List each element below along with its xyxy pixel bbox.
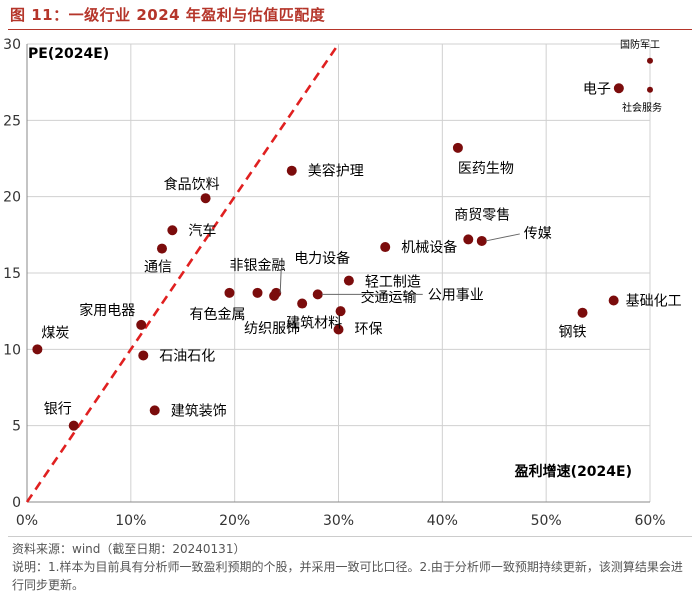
point-label: 食品饮料 xyxy=(164,176,220,193)
point-label: 社会服务 xyxy=(622,101,662,114)
x-tick-label: 60% xyxy=(634,513,665,529)
data-point xyxy=(136,319,147,330)
data-point xyxy=(149,405,160,416)
point-label: 交通运输 xyxy=(361,289,417,306)
data-point xyxy=(271,287,282,298)
point-label: 通信 xyxy=(144,260,172,276)
y-tick-label: 0 xyxy=(12,495,21,511)
x-tick-label: 20% xyxy=(219,513,250,529)
point-label: 石油石化 xyxy=(159,348,215,364)
data-point xyxy=(286,165,297,176)
data-point xyxy=(252,287,263,298)
point-label: 钢铁 xyxy=(559,325,587,341)
y-tick-label: 30 xyxy=(3,37,21,53)
point-label: 美容护理 xyxy=(308,163,364,180)
data-point xyxy=(156,243,167,254)
data-point xyxy=(312,289,323,300)
point-label: 建筑材料 xyxy=(286,316,342,332)
point-label: 机械设备 xyxy=(401,239,457,256)
point-label: 传媒 xyxy=(524,226,552,242)
point-label: 公用事业 xyxy=(428,287,484,303)
data-point xyxy=(32,344,43,355)
point-label: 环保 xyxy=(355,321,383,337)
source-text: 资料来源：wind（截至日期：20240131） xyxy=(12,542,246,556)
grid-layer xyxy=(27,43,651,502)
point-label: 纺织服饰 xyxy=(244,321,300,337)
data-point xyxy=(608,295,619,306)
data-point xyxy=(333,324,344,335)
point-label: 商贸零售 xyxy=(454,207,510,223)
x-tick-label: 0% xyxy=(16,513,38,529)
point-label: 电力设备 xyxy=(294,250,350,267)
data-point xyxy=(476,235,487,246)
data-point xyxy=(224,287,235,298)
data-point xyxy=(452,142,463,153)
title-rule xyxy=(8,29,692,30)
point-label: 医药生物 xyxy=(458,161,514,177)
data-point xyxy=(167,225,178,236)
point-label: 有色金属 xyxy=(189,306,245,323)
y-tick-label: 20 xyxy=(3,190,21,206)
x-axis-label: 盈利增速(2024E) xyxy=(514,463,632,480)
x-tick-label: 50% xyxy=(531,513,562,529)
point-label: 银行 xyxy=(44,402,72,418)
data-point xyxy=(647,57,653,64)
label-leader-line xyxy=(485,233,520,242)
data-point xyxy=(647,86,653,93)
point-label: 煤炭 xyxy=(41,325,69,341)
note-text: 说明：1.样本为目前具有分析师一致盈利预期的个股，并采用一致可比口径。2.由于分… xyxy=(12,560,683,592)
point-label: 国防军工 xyxy=(620,38,660,51)
data-point xyxy=(297,298,308,309)
bottom-rule xyxy=(8,536,692,537)
point-label: 基础化工 xyxy=(626,292,682,309)
y-tick-label: 5 xyxy=(12,419,21,435)
y-tick-label: 25 xyxy=(3,113,21,129)
points-layer xyxy=(32,57,653,431)
y-tick-label: 10 xyxy=(3,342,21,358)
data-point xyxy=(138,350,149,361)
data-point xyxy=(68,420,79,431)
axes-layer: 0 5 10 15 20 25 30 0% 10% 20% 30% 40% 50% 60% xyxy=(3,37,665,529)
y-axis-label: PE(2024E) xyxy=(28,46,109,62)
data-point xyxy=(463,234,474,245)
data-point xyxy=(343,275,354,286)
x-tick-label: 30% xyxy=(323,513,354,529)
y-tick-label: 15 xyxy=(3,266,21,282)
data-point xyxy=(613,83,624,94)
x-tick-label: 40% xyxy=(427,513,458,529)
label-leader-line xyxy=(279,268,282,293)
point-label: 电子 xyxy=(583,81,611,97)
point-label: 非银金融 xyxy=(230,258,286,274)
data-point xyxy=(335,306,346,317)
data-point xyxy=(577,307,588,318)
data-point xyxy=(200,193,211,204)
reference-line xyxy=(25,43,340,503)
point-label: 汽车 xyxy=(188,222,216,239)
data-point xyxy=(380,242,391,253)
point-label: 家用电器 xyxy=(79,302,135,319)
figure-title: 图 11：一级行业 2024 年盈利与估值匹配度 xyxy=(10,6,326,24)
point-label: 建筑装饰 xyxy=(171,403,227,419)
x-tick-label: 10% xyxy=(115,513,146,529)
point-label: 轻工制造 xyxy=(365,275,421,291)
